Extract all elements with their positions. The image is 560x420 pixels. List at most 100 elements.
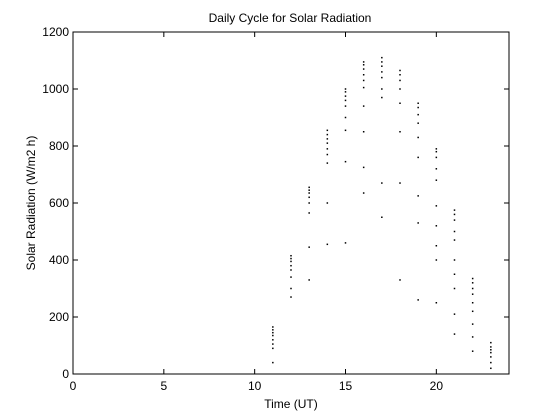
data-point bbox=[290, 254, 292, 257]
data-point bbox=[362, 74, 365, 76]
data-point bbox=[399, 69, 401, 72]
data-point bbox=[362, 105, 365, 107]
data-point bbox=[381, 216, 383, 218]
data-point bbox=[399, 88, 401, 90]
data-point bbox=[326, 153, 329, 156]
data-point bbox=[471, 293, 474, 295]
y-tick-label: 800 bbox=[49, 139, 69, 153]
data-point bbox=[417, 106, 419, 109]
data-point bbox=[362, 166, 365, 169]
data-point bbox=[362, 192, 365, 194]
data-point bbox=[344, 116, 347, 119]
data-point bbox=[435, 150, 438, 153]
data-point bbox=[326, 138, 329, 140]
data-point bbox=[308, 246, 310, 248]
data-point bbox=[399, 131, 401, 133]
data-point bbox=[290, 257, 292, 260]
data-point bbox=[290, 296, 292, 298]
data-point bbox=[272, 331, 274, 334]
y-tick-label: 600 bbox=[49, 196, 69, 210]
y-tick-label: 200 bbox=[49, 310, 69, 324]
data-point bbox=[381, 76, 383, 79]
data-point bbox=[471, 336, 474, 338]
data-point bbox=[272, 326, 274, 328]
data-point bbox=[290, 260, 292, 263]
data-point bbox=[344, 129, 347, 132]
data-point bbox=[435, 179, 438, 181]
data-point bbox=[435, 156, 438, 159]
data-point bbox=[453, 287, 456, 290]
data-point bbox=[471, 323, 474, 325]
chart-title: Daily Cycle for Solar Radiation bbox=[209, 11, 372, 25]
data-point bbox=[308, 186, 310, 189]
data-point bbox=[435, 245, 438, 247]
data-point bbox=[453, 259, 456, 261]
data-point bbox=[344, 95, 347, 97]
data-point bbox=[272, 347, 274, 350]
data-point bbox=[490, 351, 492, 354]
data-point bbox=[417, 122, 419, 124]
data-point bbox=[417, 113, 419, 116]
data-point bbox=[326, 148, 329, 150]
data-point bbox=[399, 182, 401, 184]
data-point bbox=[453, 230, 456, 233]
data-point bbox=[471, 277, 474, 280]
data-point bbox=[490, 349, 492, 351]
data-point bbox=[490, 346, 492, 348]
y-tick-label: 0 bbox=[62, 367, 69, 381]
data-point bbox=[344, 105, 347, 107]
y-tick-label: 1200 bbox=[42, 25, 69, 39]
data-point bbox=[344, 91, 347, 93]
data-point bbox=[308, 196, 310, 199]
y-axis-label: Solar Radiation (W/m2 h) bbox=[24, 136, 38, 271]
data-points bbox=[272, 56, 492, 370]
data-point bbox=[453, 273, 456, 275]
data-point bbox=[308, 189, 310, 191]
data-point bbox=[290, 276, 292, 278]
data-point bbox=[490, 367, 492, 370]
data-point bbox=[435, 168, 438, 170]
data-point bbox=[417, 195, 419, 197]
data-point bbox=[435, 205, 438, 207]
x-tick-label: 20 bbox=[430, 379, 444, 393]
data-point bbox=[381, 71, 383, 73]
data-point bbox=[471, 310, 474, 313]
data-point bbox=[308, 202, 310, 204]
data-point bbox=[362, 64, 365, 66]
data-point bbox=[326, 243, 329, 246]
data-point bbox=[362, 131, 365, 133]
data-point bbox=[453, 313, 456, 315]
data-point bbox=[453, 213, 456, 216]
data-point bbox=[326, 129, 329, 132]
data-point bbox=[490, 356, 492, 358]
data-point bbox=[272, 334, 274, 337]
data-point bbox=[326, 162, 329, 164]
x-tick-label: 0 bbox=[70, 379, 77, 393]
data-point bbox=[381, 182, 383, 184]
data-point bbox=[326, 142, 329, 144]
data-point bbox=[344, 99, 347, 102]
data-point bbox=[381, 61, 383, 63]
data-point bbox=[290, 264, 292, 267]
data-point bbox=[399, 102, 401, 104]
data-point bbox=[453, 239, 456, 241]
data-point bbox=[399, 79, 401, 82]
y-tick-label: 400 bbox=[49, 253, 69, 267]
data-point bbox=[272, 339, 274, 341]
data-point bbox=[381, 56, 383, 59]
data-point bbox=[417, 299, 419, 301]
data-point bbox=[344, 160, 347, 163]
data-point bbox=[308, 212, 310, 214]
data-point bbox=[362, 79, 365, 82]
data-point bbox=[399, 74, 401, 76]
data-point bbox=[471, 302, 474, 304]
data-point bbox=[308, 192, 310, 194]
data-point bbox=[471, 287, 474, 290]
data-point bbox=[435, 302, 438, 304]
data-point bbox=[453, 209, 456, 211]
data-point bbox=[381, 65, 383, 67]
data-point bbox=[417, 156, 419, 159]
data-point bbox=[344, 88, 347, 90]
